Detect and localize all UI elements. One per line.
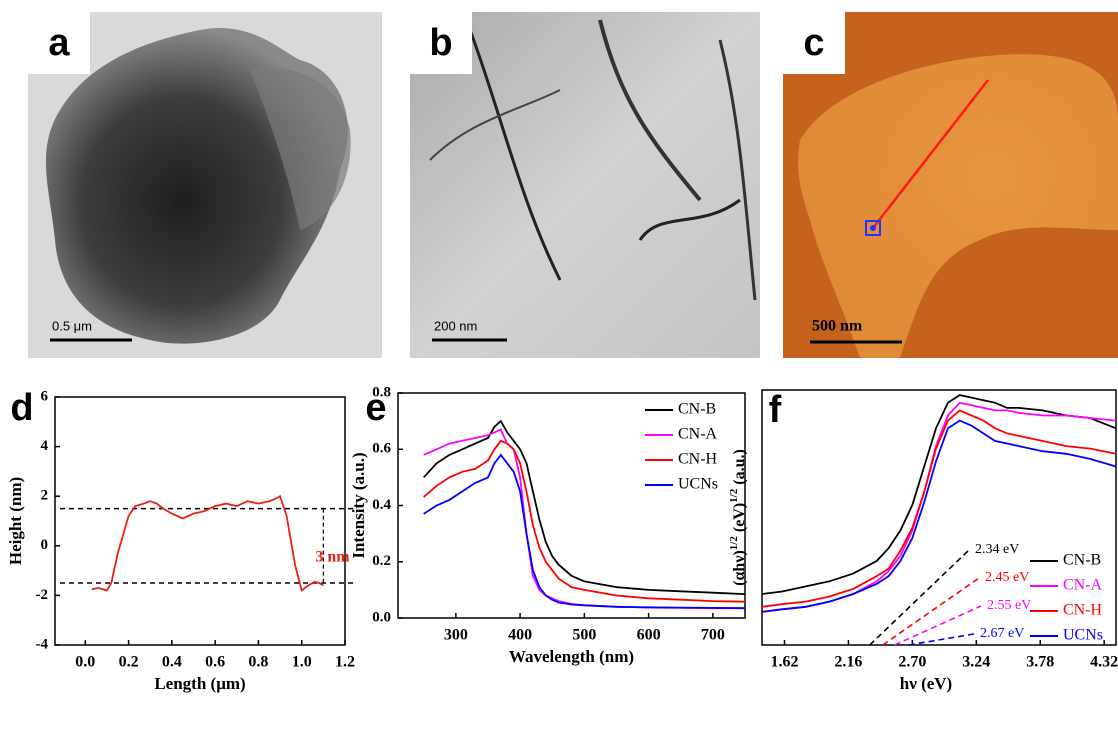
- y-axis-title-part: (eV): [731, 503, 748, 536]
- y-tick-label: 0.8: [372, 384, 391, 400]
- plot-frame: [54, 396, 346, 646]
- x-tick-label: 2.70: [898, 654, 926, 671]
- y-tick-label: 0.4: [372, 497, 391, 513]
- plot-frame: [761, 389, 1117, 646]
- tangent-line: [882, 577, 980, 646]
- legend-label: CN-H: [678, 451, 718, 468]
- x-tick-label: 600: [637, 627, 661, 644]
- legend-label: CN-B: [1063, 552, 1101, 569]
- y-tick-label: 4: [41, 438, 49, 454]
- annotation: 3 nm: [315, 548, 350, 565]
- data-line: [761, 419, 1117, 613]
- x-axis-title: Length (μm): [154, 674, 245, 693]
- x-tick-label: 1.62: [770, 654, 798, 671]
- y-tick-label: 0.0: [372, 609, 391, 625]
- y-tick-label: 2: [41, 488, 49, 504]
- scale-bar-label: 500 nm: [812, 318, 863, 335]
- data-line: [761, 409, 1117, 608]
- legend-label: CN-H: [1063, 602, 1103, 619]
- y-tick-label: -2: [36, 587, 49, 603]
- x-tick-label: 0.8: [248, 654, 268, 671]
- band-gap-label: 2.55 eV: [987, 598, 1031, 613]
- x-axis-title: Wavelength (nm): [509, 647, 634, 666]
- band-gap-label: 2.45 eV: [985, 570, 1029, 585]
- y-axis-title: Intensity (a.u.): [349, 452, 368, 558]
- x-tick-label: 0.2: [119, 654, 139, 671]
- y-axis-title-part: (a.u.): [731, 449, 748, 489]
- x-tick-label: 700: [701, 627, 725, 644]
- legend-label: UCNs: [1063, 627, 1103, 644]
- panel-letter: e: [365, 387, 386, 429]
- panel-letter: b: [429, 22, 452, 64]
- data-line: [761, 394, 1117, 595]
- y-tick-label: 0: [41, 537, 49, 553]
- y-axis-title: (αhν)1/2 (eV)1/2 (a.u.): [728, 449, 748, 586]
- x-tick-label: 400: [508, 627, 532, 644]
- x-tick-label: 0.0: [75, 654, 95, 671]
- x-axis-title: hν (eV): [900, 674, 952, 693]
- y-tick-label: -4: [36, 636, 49, 652]
- x-tick-label: 3.24: [962, 654, 990, 671]
- legend-label: CN-A: [678, 426, 718, 443]
- y-tick-label: 0.6: [372, 441, 391, 457]
- legend-label: CN-B: [678, 401, 716, 418]
- x-tick-label: 3.78: [1026, 654, 1054, 671]
- image-a: a 0.5 μm: [28, 12, 382, 358]
- x-tick-label: 1.0: [292, 654, 312, 671]
- tangent-line: [869, 549, 970, 646]
- scale-bar-label: 200 nm: [434, 318, 477, 333]
- tangent-line: [908, 633, 975, 646]
- legend-label: CN-A: [1063, 577, 1103, 594]
- x-tick-label: 1.2: [335, 654, 355, 671]
- y-axis-title-part: 1/2: [728, 536, 740, 551]
- data-line: [423, 453, 746, 610]
- x-tick-label: 2.16: [834, 654, 862, 671]
- y-tick-label: 6: [41, 388, 49, 404]
- x-tick-label: 300: [444, 627, 468, 644]
- x-tick-label: 0.4: [162, 654, 182, 671]
- data-line: [91, 494, 324, 592]
- tangent-line: [894, 605, 982, 646]
- y-axis-title-part: (αhν): [731, 550, 748, 586]
- x-tick-label: 4.32: [1090, 654, 1118, 671]
- image-b: b 200 nm: [410, 12, 760, 358]
- data-line: [423, 439, 746, 603]
- panel-letter: c: [803, 22, 824, 64]
- x-tick-label: 0.6: [205, 654, 225, 671]
- panel-letter: d: [10, 387, 33, 429]
- band-gap-label: 2.34 eV: [975, 542, 1019, 557]
- image-c: c 500 nm: [783, 12, 1118, 359]
- x-tick-label: 500: [572, 627, 596, 644]
- y-axis-title-part: 1/2: [728, 488, 740, 503]
- panel-letter: a: [48, 22, 70, 64]
- legend-label: UCNs: [678, 476, 718, 493]
- y-tick-label: 0.2: [372, 553, 391, 569]
- band-gap-label: 2.67 eV: [980, 626, 1024, 641]
- scale-bar-label: 0.5 μm: [52, 318, 92, 333]
- panel-letter: f: [769, 389, 782, 431]
- y-axis-title: Height (nm): [6, 477, 25, 565]
- data-line: [423, 419, 746, 595]
